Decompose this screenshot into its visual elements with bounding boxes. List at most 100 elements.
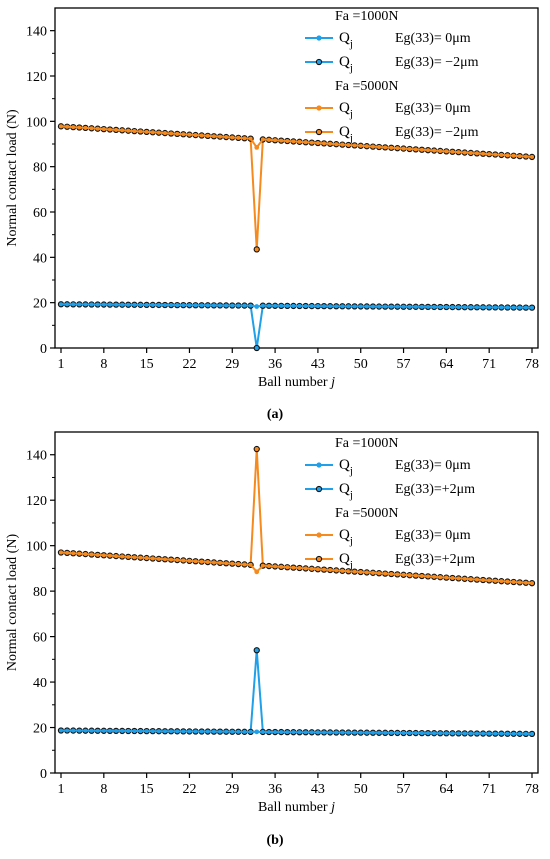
x-tick-label: 15 [140, 357, 154, 372]
y-tick-label: 80 [33, 161, 47, 176]
legend-swatch-marker [315, 555, 323, 563]
legend-label-main: Q [339, 54, 350, 70]
legend-label-main: Q [339, 124, 350, 140]
x-axis-label-variable: j [329, 375, 335, 390]
data-point [253, 246, 260, 253]
x-tick-label: 8 [100, 782, 107, 797]
legend-header: Fa =1000N [335, 9, 399, 24]
y-tick-label: 100 [26, 540, 47, 555]
y-tick-label: 40 [33, 676, 47, 691]
x-tick-label: 71 [482, 357, 496, 372]
legend-swatch-marker [315, 128, 323, 136]
y-tick-label: 120 [26, 494, 47, 509]
series-line [60, 125, 533, 250]
chart-panel-b: 0 20 40 60 80 100 120 140 1 8 15 22 29 36 43 50 57 64 71 78… [5, 431, 539, 848]
series-line [60, 551, 533, 585]
legend-header: Fa =5000N [335, 506, 399, 521]
data-point [254, 304, 260, 309]
x-tick-label: 22 [182, 782, 196, 797]
legend-label-sub: j [349, 62, 353, 74]
plot-frame [54, 431, 539, 774]
legend-label: Qj [339, 551, 353, 571]
y-tick-label: 80 [33, 585, 47, 600]
x-tick-label: 78 [525, 782, 539, 797]
panel-caption: (b) [266, 833, 283, 848]
series-2 [60, 551, 533, 585]
legend-label-main: Q [339, 551, 350, 567]
x-tick-label: 71 [482, 782, 496, 797]
legend-description: Eg(33)=+2μm [395, 482, 475, 497]
x-tick-label: 36 [268, 782, 282, 797]
y-axis-label: Normal contact load (N) [5, 534, 20, 672]
legend-label-main: Q [339, 100, 350, 116]
legend-description: Eg(33)= 0μm [395, 458, 471, 473]
legend-label: Qj [339, 30, 353, 50]
chart-panel-a: 0 20 40 60 80 100 120 140 1 8 15 22 29 36 43 50 57 64 71 78… [5, 7, 539, 422]
data-point [253, 344, 260, 352]
series-1 [57, 301, 536, 352]
x-tick-label: 57 [397, 782, 411, 797]
data-point [254, 569, 260, 575]
x-tick-label: 29 [225, 782, 239, 797]
y-tick-label: 60 [33, 206, 47, 221]
x-tick-label: 22 [182, 357, 196, 372]
legend: Fa =1000N Qj Eg(33)= 0μm Qj Eg(33)= −2μm Fa =… [305, 9, 479, 144]
legend-description: Eg(33)= 0μm [395, 528, 471, 543]
series-3 [57, 123, 536, 253]
legend-label: Qj [339, 457, 353, 477]
legend-label-sub: j [349, 535, 353, 547]
legend-swatch-marker [315, 58, 323, 66]
legend-description: Eg(33)=+2μm [395, 552, 475, 567]
x-axis-label: Ball number j [258, 375, 335, 390]
legend-label-main: Q [339, 457, 350, 473]
legend-description: Eg(33)= 0μm [395, 31, 471, 46]
legend-label-sub: j [349, 465, 353, 477]
x-tick-label: 29 [225, 357, 239, 372]
legend-swatch-marker [315, 485, 323, 493]
y-tick-label: 40 [33, 251, 47, 266]
y-tick-label: 140 [26, 449, 47, 464]
y-tick-label: 120 [26, 70, 47, 85]
legend-label-main: Q [339, 481, 350, 497]
legend-label: Qj [339, 481, 353, 501]
series-2 [60, 125, 533, 158]
y-axis-label: Normal contact load (N) [5, 109, 20, 247]
legend-label: Qj [339, 527, 353, 547]
series-line [60, 303, 533, 309]
x-tick-label: 50 [354, 782, 368, 797]
legend-header: Fa =5000N [335, 79, 399, 94]
x-tick-label: 57 [397, 357, 411, 372]
legend-swatch-marker [316, 35, 322, 41]
x-tick-label: 64 [439, 357, 453, 372]
legend-label-main: Q [339, 30, 350, 46]
series-line [60, 125, 533, 158]
y-tick-label: 20 [33, 297, 47, 312]
legend: Fa =1000N Qj Eg(33)= 0μm Qj Eg(33)=+2μm Fa =5… [305, 436, 475, 571]
y-tick-label: 0 [40, 342, 47, 357]
x-tick-label: 1 [58, 782, 65, 797]
data-point [253, 647, 260, 654]
legend-label-sub: j [349, 559, 353, 571]
legend-description: Eg(33)= −2μm [395, 125, 479, 140]
legend-description: Eg(33)= −2μm [395, 55, 479, 70]
legend-swatch-marker [316, 462, 322, 468]
series-0 [60, 303, 533, 309]
series-line [60, 650, 533, 735]
y-tick-label: 0 [40, 767, 47, 782]
x-axis-label-main: Ball number [258, 800, 331, 815]
data-point [254, 145, 260, 150]
series-1 [57, 647, 536, 738]
y-tick-label: 60 [33, 631, 47, 646]
x-tick-label: 78 [525, 357, 539, 372]
legend-swatch-marker [316, 532, 322, 538]
y-tick-label: 100 [26, 115, 47, 130]
legend-label-sub: j [349, 38, 353, 50]
x-tick-label: 43 [311, 782, 325, 797]
x-tick-label: 36 [268, 357, 282, 372]
legend-label-sub: j [349, 108, 353, 120]
legend-label: Qj [339, 100, 353, 120]
panel-caption: (a) [267, 407, 284, 422]
x-tick-label: 43 [311, 357, 325, 372]
